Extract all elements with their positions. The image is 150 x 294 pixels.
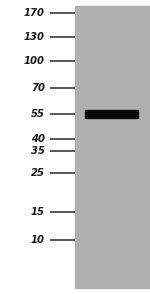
Text: 170: 170 [24, 8, 45, 18]
Text: 70: 70 [31, 83, 45, 93]
Text: 15: 15 [31, 207, 45, 217]
Text: 25: 25 [31, 168, 45, 178]
Bar [75, 6, 150, 288]
Text: 35: 35 [31, 146, 45, 156]
Bar [85, 110, 138, 118]
Text: 130: 130 [24, 32, 45, 42]
Text: 100: 100 [24, 56, 45, 66]
Text: 10: 10 [31, 235, 45, 245]
Text: 55: 55 [31, 109, 45, 119]
Text: 40: 40 [31, 134, 45, 144]
